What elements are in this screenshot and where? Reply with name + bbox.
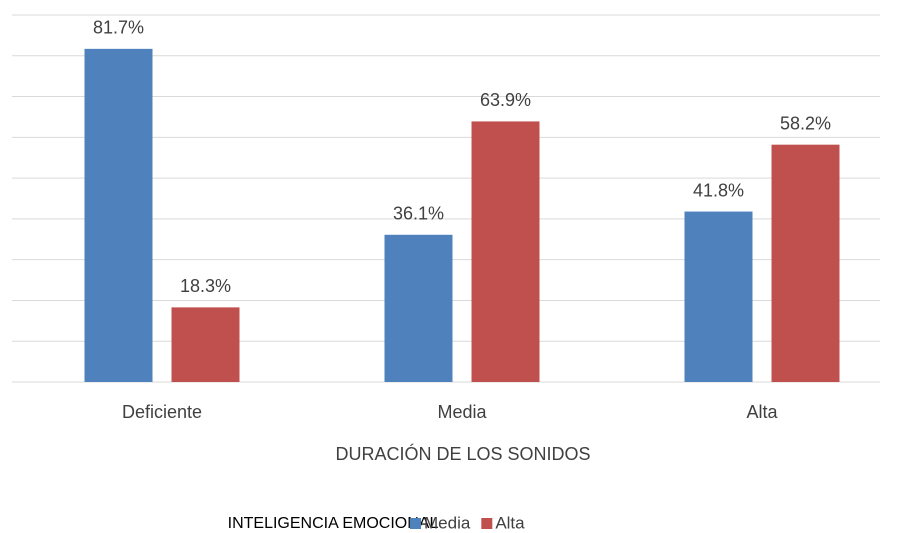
data-label: 36.1% <box>393 204 444 224</box>
bar <box>471 121 540 383</box>
x-axis-title: DURACIÓN DE LOS SONIDOS <box>335 443 590 464</box>
bar <box>171 307 240 382</box>
legend-swatch <box>410 518 421 529</box>
legend-swatch <box>481 518 493 529</box>
x-tick-label: Media <box>437 402 487 422</box>
bar <box>771 144 840 382</box>
bar <box>384 234 453 382</box>
data-label: 41.8% <box>693 180 744 200</box>
data-label: 63.9% <box>480 90 531 110</box>
legend-text: Alta <box>495 513 525 532</box>
legend-text: Media <box>424 513 471 532</box>
x-tick-label: Alta <box>746 402 778 422</box>
legend-title: INTELIGENCIA EMOCIONAL <box>228 515 439 532</box>
bar <box>84 48 153 383</box>
bar <box>684 211 753 382</box>
x-tick-label: Deficiente <box>122 402 202 422</box>
data-label: 81.7% <box>93 18 144 38</box>
data-label: 58.2% <box>780 113 831 133</box>
data-label: 18.3% <box>180 276 231 296</box>
